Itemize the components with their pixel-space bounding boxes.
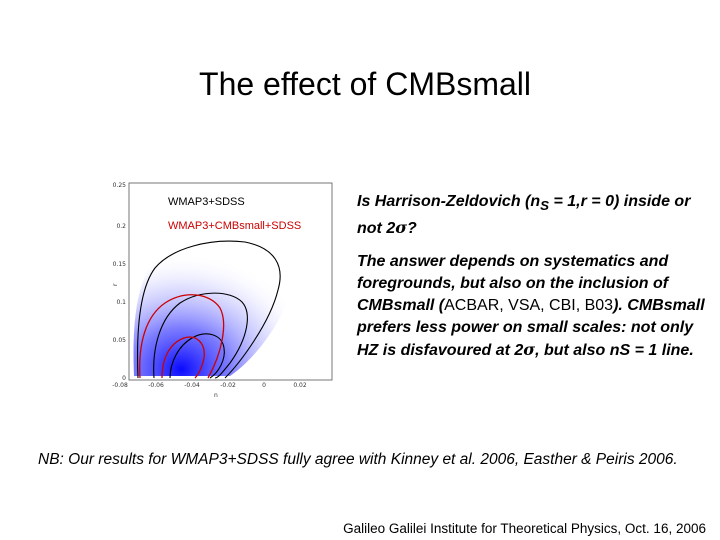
y-tick-0: 0 — [122, 375, 126, 382]
question-part-a: Is Harrison-Zeldovich (n — [357, 193, 541, 210]
answer-experiment-list: ACBAR, VSA, CBI, B03 — [444, 297, 614, 314]
x-tick-4: 0 — [262, 382, 266, 389]
y-tick-2: 0.1 — [116, 299, 126, 306]
contour-plot: 0 0.05 0.1 0.15 0.2 0.25 -0.08 -0.06 -0.… — [110, 178, 335, 400]
x-tick-0: -0.08 — [112, 382, 128, 389]
x-tick-2: -0.04 — [184, 382, 200, 389]
nb-note: NB: Our results for WMAP3+SDSS fully agr… — [38, 451, 678, 468]
slide-footer: Galileo Galilei Institute for Theoretica… — [343, 521, 706, 536]
x-tick-5: 0.02 — [293, 382, 307, 389]
answer-paragraph: The answer depends on systematics and fo… — [357, 251, 707, 362]
answer-part-c: , but also nS = 1 line. — [535, 342, 694, 359]
question-part-c: ? — [407, 220, 417, 238]
wmap-cmbsmall-sdss-contours — [139, 294, 225, 379]
answer-sigma: σ — [523, 340, 536, 359]
answer-part-b: ). CMBsmall prefers less power on small … — [357, 297, 705, 359]
legend-wmap-cmbsmall-sdss: WMAP3+CMBsmall+SDSS — [168, 220, 302, 232]
hz-question: Is Harrison-Zeldovich (nS = 1,r = 0) ins… — [357, 191, 707, 240]
x-tick-1: -0.06 — [148, 382, 164, 389]
answer-part-a: The answer depends on systematics and fo… — [357, 253, 669, 314]
x-tick-3: -0.02 — [220, 382, 236, 389]
wmap-sdss-contours — [136, 240, 281, 379]
question-subscript: S — [540, 198, 550, 214]
likelihood-fill — [133, 238, 293, 376]
x-axis-label: n — [214, 392, 218, 399]
y-tick-5: 0.25 — [113, 182, 127, 189]
y-axis-label: r — [112, 283, 119, 286]
question-part-b: = 1,r = 0) inside or not 2 — [357, 193, 691, 238]
question-sigma: σ — [395, 218, 408, 238]
y-tick-3: 0.15 — [113, 261, 127, 268]
y-tick-4: 0.2 — [116, 223, 126, 230]
y-tick-1: 0.05 — [113, 337, 127, 344]
legend-wmap-sdss: WMAP3+SDSS — [168, 196, 245, 208]
slide-title: The effect of CMBsmall — [199, 66, 531, 102]
